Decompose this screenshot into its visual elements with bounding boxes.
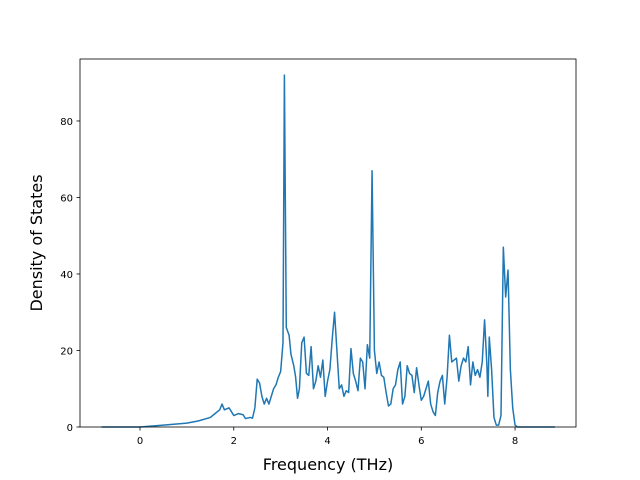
x-tick-label: 0: [137, 436, 143, 447]
x-axis-label: Frequency (THz): [263, 455, 393, 474]
plot-frame: [79, 58, 577, 428]
y-axis-label: Density of States: [27, 174, 46, 311]
y-tick-label: 0: [67, 423, 73, 434]
y-tick-label: 20: [60, 346, 73, 357]
x-tick-label: 4: [324, 436, 330, 447]
x-tick-label: 2: [231, 436, 237, 447]
y-tick-label: 40: [60, 270, 73, 281]
y-tick-label: 80: [60, 117, 73, 128]
line: [101, 74, 555, 428]
x-tick-label: 8: [512, 436, 518, 447]
y-tick-label: 60: [60, 193, 73, 204]
x-tick-label: 6: [418, 436, 424, 447]
